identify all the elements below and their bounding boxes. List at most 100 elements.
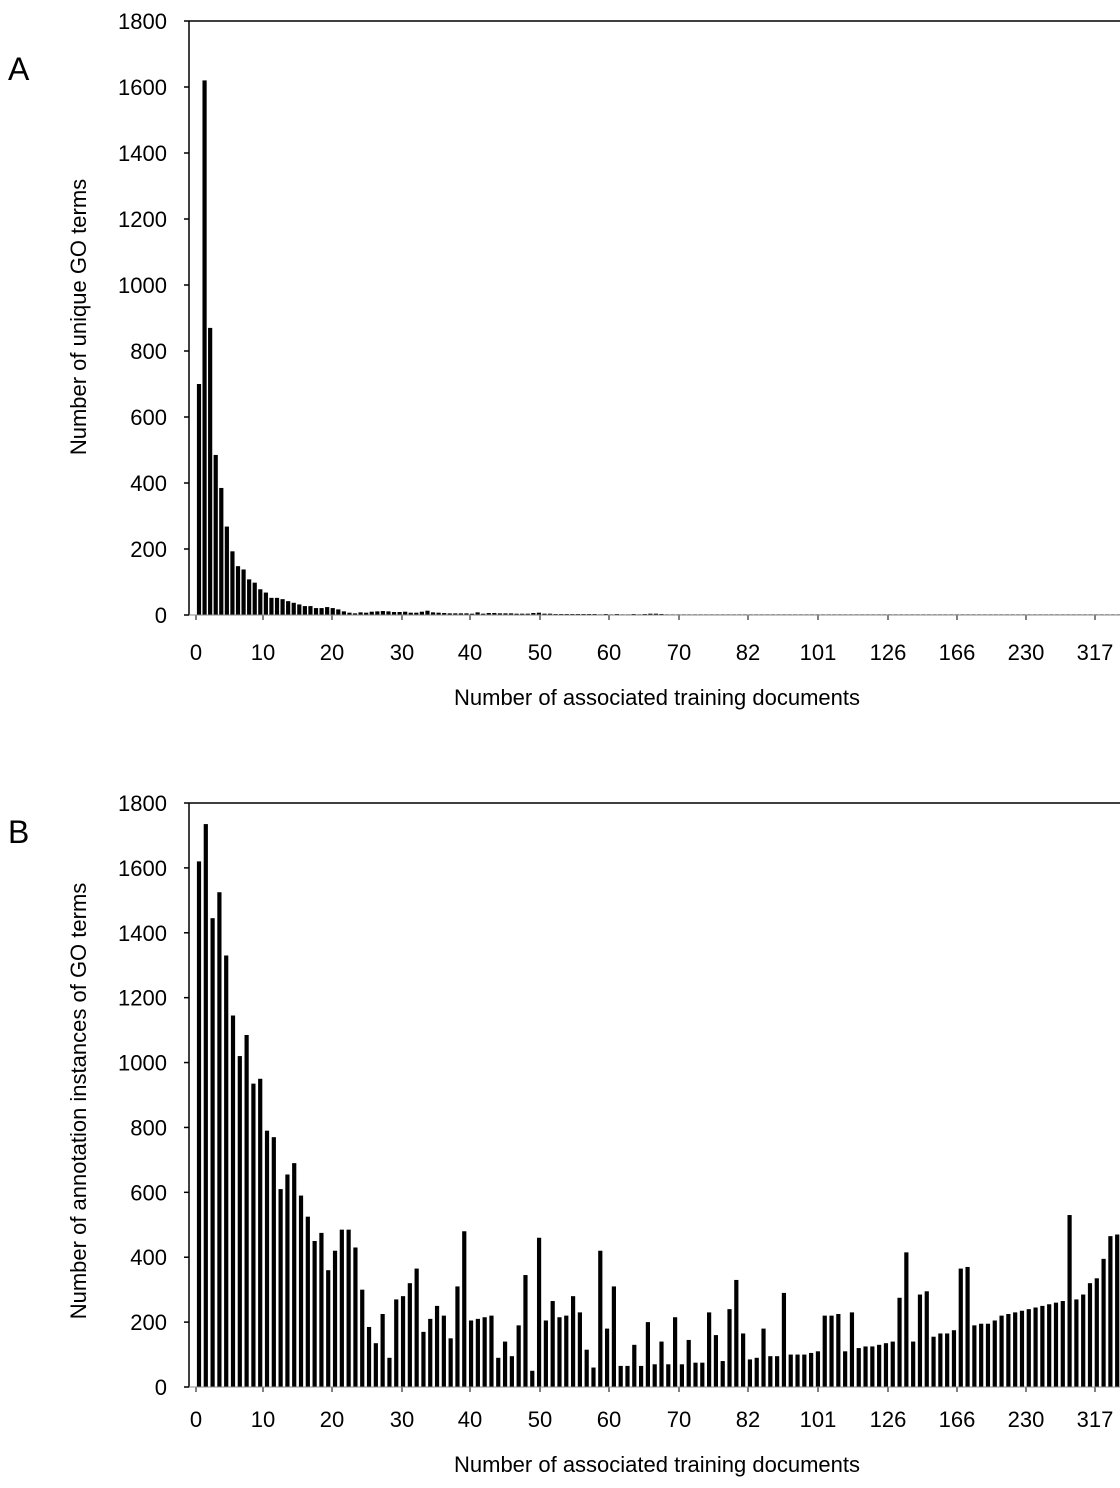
bar bbox=[235, 566, 241, 615]
x-tick-label: 166 bbox=[939, 640, 976, 665]
bar bbox=[856, 1348, 861, 1387]
bar bbox=[543, 1320, 548, 1387]
x-tick-label: 60 bbox=[597, 640, 621, 665]
y-axis: 0 200 400 600 800 1000 1200 1400 1600 1800 bbox=[118, 791, 189, 1400]
x-tick-label: 10 bbox=[251, 640, 275, 665]
bar bbox=[336, 609, 341, 615]
bar bbox=[802, 1354, 807, 1387]
y-tick-label: 1000 bbox=[118, 1051, 167, 1076]
bar bbox=[1115, 1234, 1120, 1387]
x-axis: 0 10 20 30 40 50 60 70 82 101 126 166 230 317 bbox=[190, 615, 1113, 665]
x-tick-label: 40 bbox=[458, 640, 482, 665]
y-tick-label: 600 bbox=[130, 1180, 167, 1205]
bar bbox=[686, 1339, 691, 1387]
bar bbox=[464, 613, 469, 615]
bar bbox=[492, 613, 497, 615]
x-tick-label: 101 bbox=[800, 640, 837, 665]
axes bbox=[188, 802, 1120, 1388]
bar bbox=[768, 1356, 773, 1387]
bar bbox=[1040, 1305, 1045, 1387]
y-tick-label: 400 bbox=[130, 471, 167, 496]
bar bbox=[775, 1356, 780, 1387]
bar bbox=[822, 1315, 827, 1387]
bar bbox=[462, 1231, 467, 1387]
bar bbox=[604, 1328, 610, 1387]
bar bbox=[230, 1015, 236, 1387]
bar bbox=[292, 1163, 297, 1387]
bar bbox=[992, 1320, 997, 1387]
bar bbox=[965, 1266, 970, 1387]
bar bbox=[380, 611, 385, 615]
bar bbox=[230, 551, 235, 615]
bar bbox=[570, 1296, 576, 1387]
bar bbox=[414, 612, 419, 615]
bar bbox=[979, 1323, 984, 1387]
bar bbox=[298, 1195, 304, 1387]
bar bbox=[414, 1268, 419, 1387]
bar bbox=[428, 1318, 433, 1387]
bar bbox=[486, 613, 491, 615]
bar bbox=[366, 1326, 372, 1387]
bar bbox=[547, 613, 553, 615]
y-tick-label: 200 bbox=[130, 537, 167, 562]
x-tick-label: 166 bbox=[939, 1407, 976, 1432]
y-tick-label: 800 bbox=[130, 339, 167, 364]
bar bbox=[313, 608, 319, 615]
bar bbox=[591, 1367, 596, 1387]
bar bbox=[938, 1333, 943, 1387]
bar bbox=[325, 607, 330, 615]
bar bbox=[347, 612, 352, 615]
bar bbox=[911, 1341, 916, 1387]
bar bbox=[436, 612, 441, 615]
bar bbox=[836, 1314, 841, 1387]
axes bbox=[188, 20, 1120, 616]
x-tick-label: 20 bbox=[320, 1407, 344, 1432]
bar bbox=[503, 613, 508, 615]
bar bbox=[741, 1333, 746, 1387]
bar bbox=[788, 1354, 793, 1387]
bar bbox=[985, 1323, 991, 1387]
bar bbox=[419, 611, 424, 615]
x-tick-label: 82 bbox=[736, 1407, 760, 1432]
bar bbox=[625, 1365, 630, 1387]
bar bbox=[258, 1078, 263, 1387]
bar bbox=[455, 1286, 460, 1387]
bar bbox=[326, 1270, 331, 1387]
x-tick-label: 60 bbox=[597, 1407, 621, 1432]
bar bbox=[754, 1357, 759, 1387]
bar bbox=[502, 1341, 508, 1387]
bar bbox=[391, 612, 397, 615]
bar bbox=[849, 1312, 855, 1387]
bar bbox=[707, 1312, 712, 1387]
bar bbox=[352, 613, 358, 615]
bar bbox=[1019, 1310, 1025, 1387]
y-tick-label: 0 bbox=[155, 603, 167, 628]
bar bbox=[727, 1309, 732, 1387]
bar bbox=[815, 1351, 821, 1387]
bar bbox=[408, 612, 413, 615]
bar bbox=[358, 612, 363, 615]
bar bbox=[481, 613, 486, 615]
bar bbox=[407, 1283, 412, 1387]
bar bbox=[666, 1364, 671, 1387]
x-tick-label: 230 bbox=[1008, 640, 1045, 665]
y-tick-label: 200 bbox=[130, 1310, 167, 1335]
bar bbox=[441, 1315, 446, 1387]
bar bbox=[475, 1318, 480, 1387]
x-tick-label: 82 bbox=[736, 640, 760, 665]
bar bbox=[1033, 1307, 1038, 1387]
bar bbox=[924, 1291, 929, 1387]
bar bbox=[332, 1250, 338, 1387]
bar bbox=[387, 1357, 392, 1387]
bar bbox=[373, 1343, 378, 1387]
bar bbox=[237, 1056, 242, 1387]
bar bbox=[224, 526, 229, 615]
y-tick-label: 1600 bbox=[118, 856, 167, 881]
bar bbox=[339, 1229, 344, 1387]
x-tick-label: 30 bbox=[390, 640, 414, 665]
bar bbox=[536, 1237, 542, 1387]
y-tick-label: 1400 bbox=[118, 921, 167, 946]
bar bbox=[890, 1341, 895, 1387]
bar bbox=[421, 1331, 426, 1387]
